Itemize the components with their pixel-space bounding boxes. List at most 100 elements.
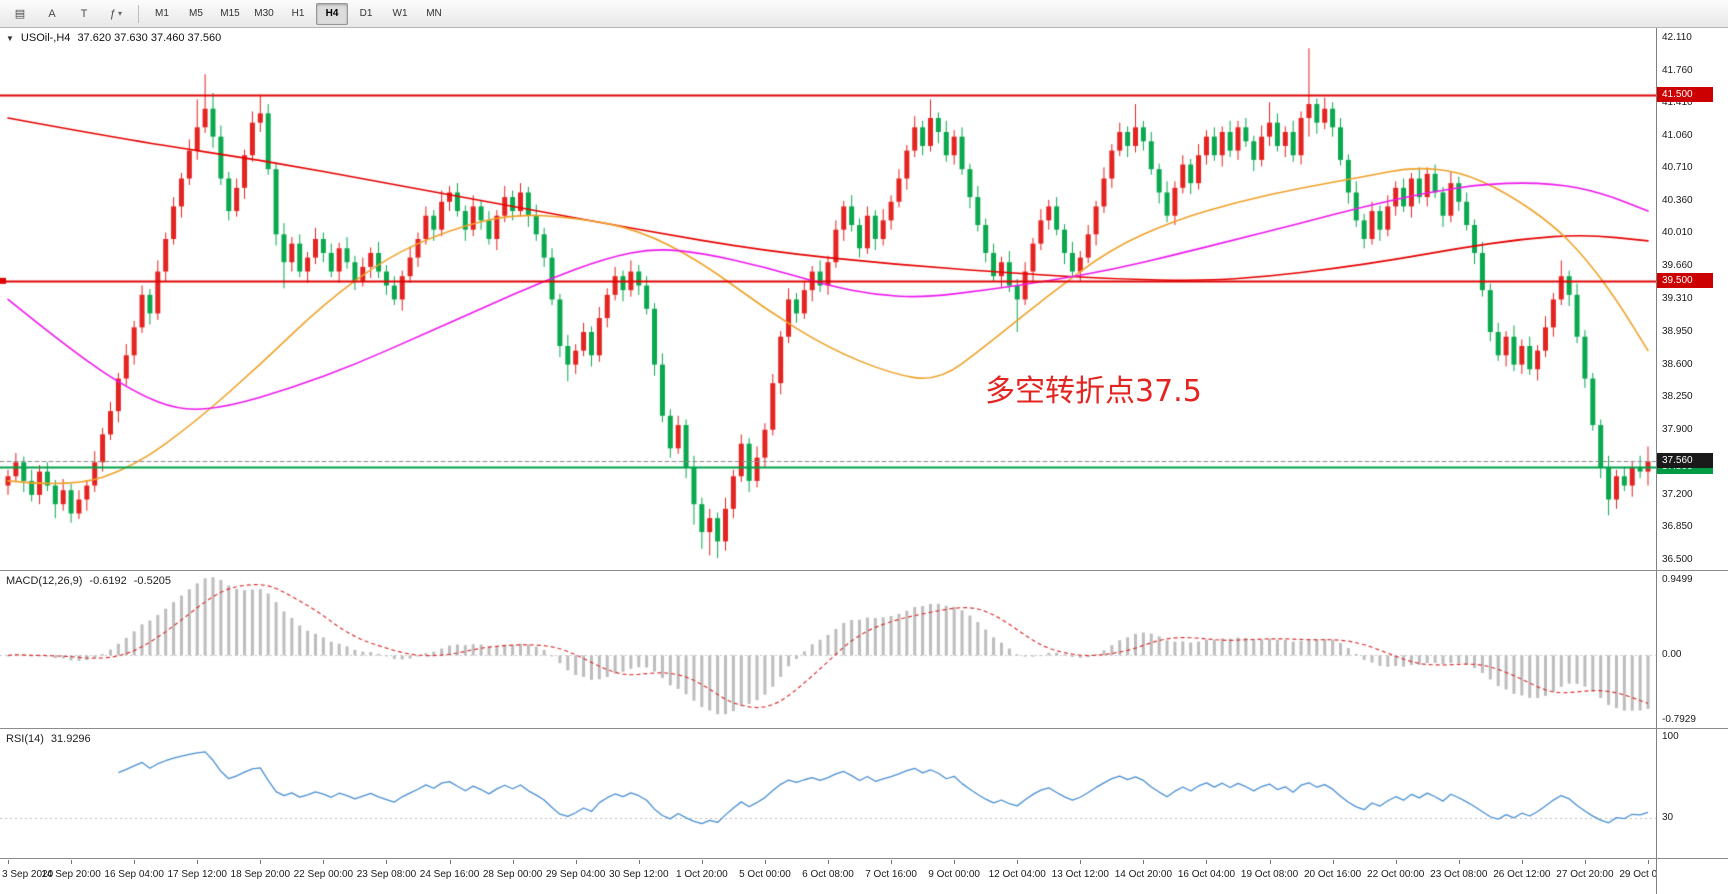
macd-scale-label: 0.00	[1662, 649, 1682, 661]
time-axis-tick	[765, 860, 766, 864]
dropdown-caret-icon: ▾	[118, 9, 123, 18]
price-axis-label: 40.360	[1662, 194, 1693, 206]
time-axis-tick	[386, 860, 387, 864]
price-axis-label: 38.250	[1662, 391, 1693, 403]
time-axis-tick	[954, 860, 955, 864]
price-axis-label: 40.710	[1662, 162, 1693, 174]
time-axis-tick	[639, 860, 640, 864]
timeframe-button-h1[interactable]: H1	[291, 8, 305, 19]
time-axis-label: 30 Sep 12:00	[609, 869, 669, 880]
macd-pane[interactable]: MACD(12,26,9) -0.6192 -0.5205	[0, 572, 1656, 728]
pane-splitter-macd[interactable]	[0, 570, 1728, 571]
time-axis-tick	[828, 860, 829, 864]
time-axis-label: 7 Oct 16:00	[865, 869, 917, 880]
pane-splitter-rsi[interactable]	[0, 728, 1728, 729]
indicators-button[interactable]: ƒ ▾	[109, 7, 123, 20]
price-axis-label: 36.500	[1662, 554, 1693, 565]
time-axis-tick	[134, 860, 135, 864]
time-axis-label: 18 Sep 20:00	[230, 869, 291, 880]
time-axis-tick	[1396, 860, 1397, 864]
time-axis-tick	[1143, 860, 1144, 864]
macd-main-value: -0.6192	[89, 575, 127, 587]
rsi-label: RSI(14) 31.9296	[6, 733, 91, 745]
macd-scale-label: -0.7929	[1662, 714, 1696, 725]
main-chart-canvas[interactable]	[0, 28, 1656, 570]
price-axis-label: 41.410	[1662, 97, 1693, 109]
symbol-period-label: USOil-,H4	[20, 32, 71, 44]
time-axis-tick	[1459, 860, 1460, 864]
time-axis-label: 29 Sep 04:00	[545, 869, 606, 880]
time-axis-divider	[0, 858, 1728, 859]
time-axis-tick	[513, 860, 514, 864]
time-axis-label: 6 Oct 08:00	[802, 869, 854, 880]
timeframe-button-w1[interactable]: W1	[392, 8, 408, 19]
toolbar-separator	[138, 4, 139, 23]
time-axis-tick	[450, 860, 451, 864]
price-axis-label: 39.310	[1662, 292, 1693, 304]
time-axis-label: 17 Sep 12:00	[167, 869, 227, 880]
macd-signal-value: -0.5205	[133, 575, 172, 587]
macd-title: MACD(12,26,9)	[6, 575, 83, 587]
time-axis-tick	[8, 860, 9, 864]
collapse-triangle-icon[interactable]: ▼	[6, 33, 14, 43]
time-axis-tick	[260, 860, 261, 864]
time-axis-tick	[323, 860, 324, 864]
time-axis-label: 14 Oct 20:00	[1114, 869, 1173, 880]
ohlc-values: 37.620 37.630 37.460 37.560	[77, 32, 222, 44]
arrow-tool-button[interactable]: A	[48, 7, 56, 20]
time-axis-label: 13 Oct 12:00	[1051, 869, 1109, 880]
timeframe-button-h4[interactable]: H4	[316, 2, 348, 25]
price-axis-label: 37.900	[1662, 423, 1693, 435]
time-axis-label: 5 Oct 00:00	[739, 869, 791, 880]
timeframe-button-m30[interactable]: M30	[254, 8, 274, 19]
chart-window: ▼ USOil-,H4 37.620 37.630 37.460 37.560 …	[0, 28, 1728, 894]
time-axis-tick	[71, 860, 72, 864]
price-axis-label: 38.950	[1662, 326, 1693, 338]
timeframe-toolbar: M1 M5 M15 M30 H1 H4 D1 W1 MN	[145, 2, 451, 25]
text-tool-button[interactable]: T	[80, 7, 88, 20]
price-axis-label: 37.200	[1662, 488, 1693, 500]
time-axis-label: 22 Sep 00:00	[293, 869, 354, 880]
time-axis-label: 29 Oct 00:00	[1619, 869, 1656, 880]
price-axis-label: 40.010	[1662, 227, 1693, 239]
time-axis-tick	[1585, 860, 1586, 864]
charts-button[interactable]: ▤	[14, 8, 26, 20]
rsi-scale-label: 30	[1662, 812, 1674, 823]
rsi-title: RSI(14)	[6, 733, 44, 745]
time-axis-tick	[197, 860, 198, 864]
timeframe-button-d1[interactable]: D1	[359, 8, 373, 19]
time-axis-label: 24 Sep 16:00	[419, 869, 480, 880]
price-axis-label: 41.060	[1662, 129, 1693, 141]
time-axis-label: 14 Sep 20:00	[41, 869, 101, 880]
price-badge-41.500: 41.500	[1657, 86, 1713, 102]
rsi-canvas[interactable]	[0, 730, 1656, 858]
timeframe-button-m1[interactable]: M1	[155, 8, 169, 19]
time-axis-label: 27 Oct 20:00	[1556, 869, 1614, 880]
time-axis-tick	[1017, 860, 1018, 864]
rsi-pane[interactable]: RSI(14) 31.9296	[0, 730, 1656, 858]
time-axis-label: 16 Oct 04:00	[1177, 869, 1236, 880]
time-axis-label: 28 Sep 00:00	[482, 869, 543, 880]
timeframe-button-mn[interactable]: MN	[426, 8, 442, 19]
time-axis-label: 26 Oct 12:00	[1493, 869, 1551, 880]
time-axis-tick	[1522, 860, 1523, 864]
macd-canvas[interactable]	[0, 572, 1656, 728]
time-axis-tick	[576, 860, 577, 864]
chart-ohlc-header: ▼ USOil-,H4 37.620 37.630 37.460 37.560	[6, 32, 221, 44]
time-axis-label: 23 Sep 08:00	[356, 869, 417, 880]
time-axis-label: 16 Sep 04:00	[104, 869, 164, 880]
time-axis[interactable]: 3 Sep 2020 14 Sep 20:00 16 Sep 04:00 17 Sep…	[0, 860, 1656, 894]
main-chart-pane[interactable]: ▼ USOil-,H4 37.620 37.630 37.460 37.560 …	[0, 28, 1656, 570]
macd-scale-label: 0.9499	[1662, 574, 1693, 585]
timeframe-button-m5[interactable]: M5	[189, 8, 203, 19]
chart-text-annotation: 多空转折点37.5	[985, 374, 1202, 409]
time-axis-label: 12 Oct 04:00	[988, 869, 1046, 880]
timeframe-button-m15[interactable]: M15	[220, 8, 240, 19]
price-axis[interactable]: 42.110 41.760 41.410 41.060 40.710 40.360 40.0…	[1656, 28, 1728, 894]
time-axis-tick	[1270, 860, 1271, 864]
macd-label: MACD(12,26,9) -0.6192 -0.5205	[6, 575, 171, 587]
price-axis-label: 38.600	[1662, 358, 1693, 370]
time-axis-label: 22 Oct 00:00	[1367, 869, 1425, 880]
